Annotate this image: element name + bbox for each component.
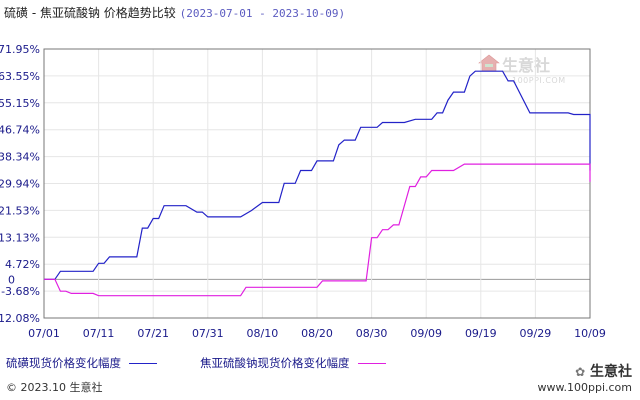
chart-title-text: 硫磺 - 焦亚硫酸钠 价格趋势比较 (4, 6, 176, 20)
x-tick-label: 09/09 (410, 327, 442, 340)
x-tick-label: 07/21 (137, 327, 169, 340)
watermark-bottom-brand: ✿ 生意社 (575, 364, 632, 380)
x-tick-label: 10/09 (574, 327, 606, 340)
x-tick-label: 08/20 (301, 327, 333, 340)
y-tick-label: 63.55% (0, 70, 40, 83)
y-tick-label: 71.95% (0, 43, 40, 56)
y-tick-label: -3.68% (1, 285, 40, 298)
y-tick-label: 21.53% (0, 204, 40, 217)
x-tick-label: 08/10 (247, 327, 279, 340)
watermark-brand: 生意社 (502, 56, 551, 75)
y-tick-label: 55.15% (0, 97, 40, 110)
x-tick-label: 09/29 (520, 327, 552, 340)
x-tick-label: 07/01 (28, 327, 60, 340)
legend-swatch-series-1 (129, 363, 157, 364)
watermark-bottom: ✿ 生意社 www.100ppi.com (538, 361, 632, 394)
date-range: (2023-07-01 - 2023-10-09) (179, 7, 346, 20)
watermark-url: 100PPI.COM (512, 76, 566, 85)
y-tick-label: 4.72% (5, 258, 40, 271)
chart-title: 硫磺 - 焦亚硫酸钠 价格趋势比较 (2023-07-01 - 2023-10-… (4, 4, 345, 21)
wechat-icon: ✿ (575, 365, 586, 379)
legend-label-series-2: 焦亚硫酸钠现货价格变化幅度 (200, 356, 350, 370)
watermark-bottom-url: www.100ppi.com (537, 381, 632, 394)
legend-swatch-series-2 (357, 363, 386, 364)
legend-label-series-1: 硫磺现货价格变化幅度 (6, 356, 121, 370)
legend-item-series-2: 焦亚硫酸钠现货价格变化幅度 (200, 355, 386, 371)
series-layer (44, 70, 591, 297)
legend-item-series-1: 硫磺现货价格变化幅度 (6, 355, 157, 371)
watermark-top: 生意社 100PPI.COM (478, 52, 566, 85)
x-tick-label: 07/11 (83, 327, 115, 340)
y-tick-label: 13.13% (0, 231, 40, 244)
plot-frame (43, 48, 591, 319)
series-line-1 (44, 70, 591, 280)
tick-layer: 71.95% 63.55% 55.15% 46.74% 38.34% 29.94% 21.5… (0, 43, 606, 340)
x-tick-label: 09/19 (465, 327, 497, 340)
x-tick-label: 07/31 (192, 327, 224, 340)
y-tick-label: 38.34% (0, 151, 40, 164)
x-tick-label: 08/30 (356, 327, 388, 340)
series-line-2 (44, 163, 591, 297)
y-tick-label: -12.08% (0, 312, 40, 325)
y-tick-label: 29.94% (0, 177, 40, 190)
copyright-text: © 2023.10 生意社 (6, 381, 103, 394)
y-tick-label: 46.74% (0, 124, 40, 137)
y-tick-label: 0 (8, 273, 15, 286)
grid-layer (43, 48, 591, 319)
